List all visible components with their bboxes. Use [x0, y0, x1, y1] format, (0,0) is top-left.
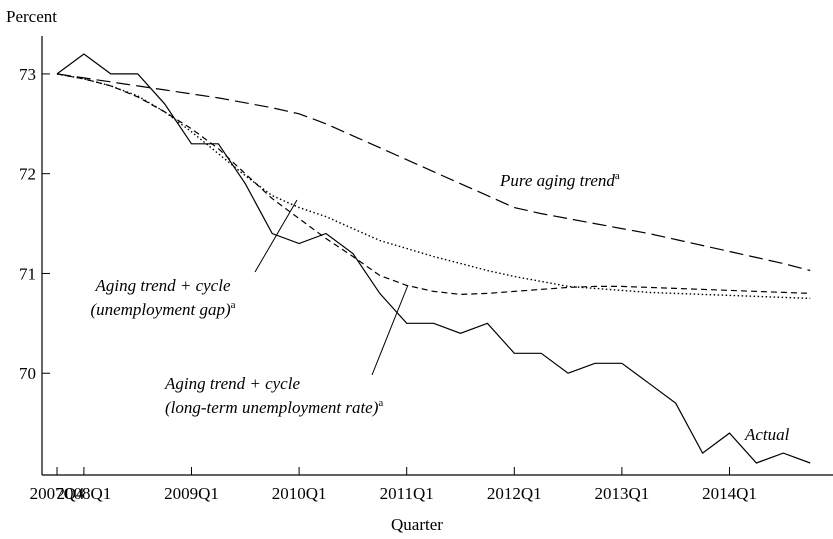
series-label: Pure aging trenda	[499, 170, 620, 190]
footnote-marker: a	[615, 170, 620, 182]
leader-line	[254, 199, 298, 273]
x-tick-label: 2013Q1	[595, 484, 650, 503]
footnote-marker: a	[378, 397, 383, 409]
x-tick-label: 2011Q1	[380, 484, 434, 503]
series-label: Aging trend + cycle	[95, 276, 231, 295]
series-line	[56, 73, 811, 296]
series-label-text: Actual	[744, 425, 790, 444]
series-label: (unemployment gap)a	[90, 299, 235, 319]
x-tick-label: 2014Q1	[702, 484, 757, 503]
y-tick-label: 71	[19, 264, 36, 283]
x-tick-label: 2012Q1	[487, 484, 542, 503]
series-line	[56, 73, 811, 300]
series-label: Actual	[744, 425, 790, 444]
y-axis-label: Percent	[6, 7, 57, 26]
series-label-text: Aging trend + cycle	[164, 374, 300, 393]
series-label-text: (long-term unemployment rate)	[165, 398, 379, 417]
series-label-text: Pure aging trend	[499, 171, 615, 190]
series-line	[56, 53, 811, 464]
series-line	[56, 73, 811, 272]
series-label: (long-term unemployment rate)a	[165, 397, 383, 417]
footnote-marker: a	[231, 299, 236, 311]
series-label-text: (unemployment gap)	[90, 300, 231, 319]
series-label-text: Aging trend + cycle	[95, 276, 231, 295]
x-tick-label: 2008Q1	[57, 484, 112, 503]
x-tick-label: 2009Q1	[164, 484, 219, 503]
series-label: Aging trend + cycle	[164, 374, 300, 393]
y-tick-label: 70	[19, 364, 36, 383]
y-tick-label: 72	[19, 165, 36, 184]
x-axis-label: Quarter	[391, 515, 443, 534]
leader-line	[371, 284, 409, 376]
x-tick-label: 2007Q4	[30, 484, 85, 503]
y-tick-label: 73	[19, 65, 36, 84]
x-tick-label: 2010Q1	[272, 484, 327, 503]
